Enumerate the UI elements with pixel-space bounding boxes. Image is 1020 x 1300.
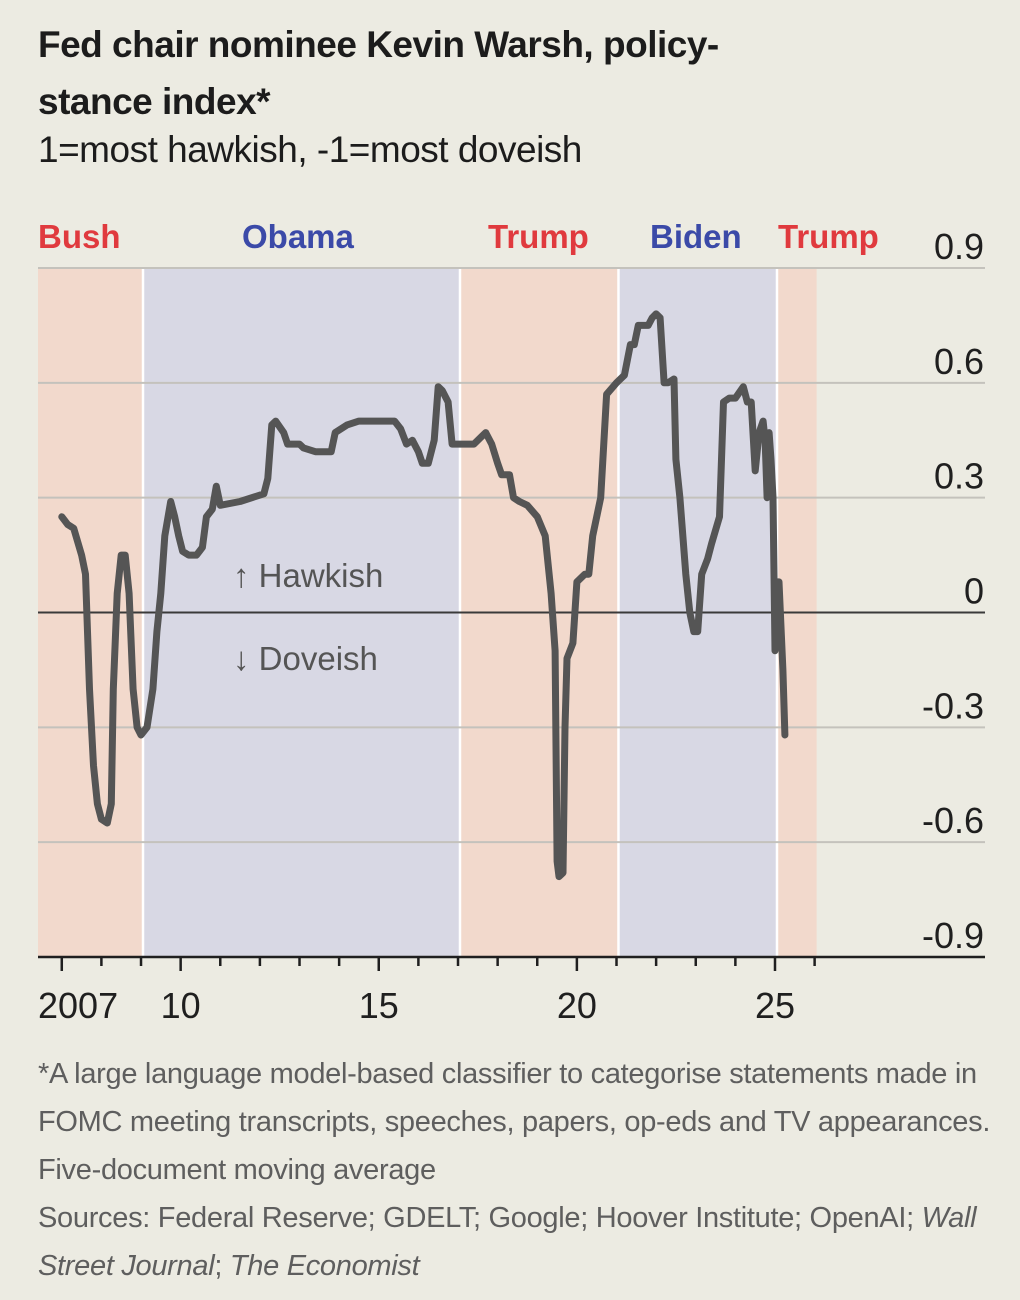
series-line-0 [58, 310, 789, 881]
source-economist: The Economist [229, 1250, 420, 1282]
y-tick-label-2: 0.3 [934, 456, 984, 497]
administration-label-4: Trump [778, 218, 879, 255]
x-tick-label-3: 20 [557, 985, 597, 1026]
footnote: *A large language model-based classifier… [38, 1050, 998, 1290]
chart-subtitle: 1=most hawkish, -1=most doveish [38, 129, 582, 170]
sources: Sources: Federal Reserve; GDELT; Google;… [38, 1194, 998, 1290]
sources-separator: ; [214, 1250, 230, 1282]
footnote-text: *A large language model-based classifier… [38, 1058, 991, 1186]
x-tick-label-4: 25 [755, 985, 795, 1026]
chart-title: Fed chair nominee Kevin Warsh, policy-st… [38, 24, 719, 122]
y-tick-label-1: 0.6 [934, 341, 984, 382]
x-tick-label-1: 10 [161, 985, 201, 1026]
y-tick-label-5: -0.6 [922, 800, 984, 841]
y-tick-label-4: -0.3 [922, 685, 984, 726]
administration-label-3: Biden [650, 218, 742, 255]
doveish-annotation: ↓ Doveish [233, 640, 378, 677]
y-tick-label-6: -0.9 [922, 915, 984, 956]
y-tick-label-3: 0 [964, 571, 984, 612]
administration-label-1: Obama [242, 218, 355, 255]
x-tick-label-0: 2007 [38, 985, 118, 1026]
y-tick-label-0: 0.9 [934, 226, 984, 267]
x-tick-label-2: 15 [359, 985, 399, 1026]
administration-label-0: Bush [38, 218, 121, 255]
hawkish-annotation: ↑ Hawkish [233, 557, 383, 594]
line-chart: Bush Obama Trump Biden Trump 0.9 0.6 0.3 0 -0.3 -0… [38, 218, 985, 1026]
source-wsj: Wall Street Journal [38, 1202, 977, 1282]
administration-label-2: Trump [488, 218, 589, 255]
sources-prefix: Sources: Federal Reserve; GDELT; Google;… [38, 1202, 922, 1234]
